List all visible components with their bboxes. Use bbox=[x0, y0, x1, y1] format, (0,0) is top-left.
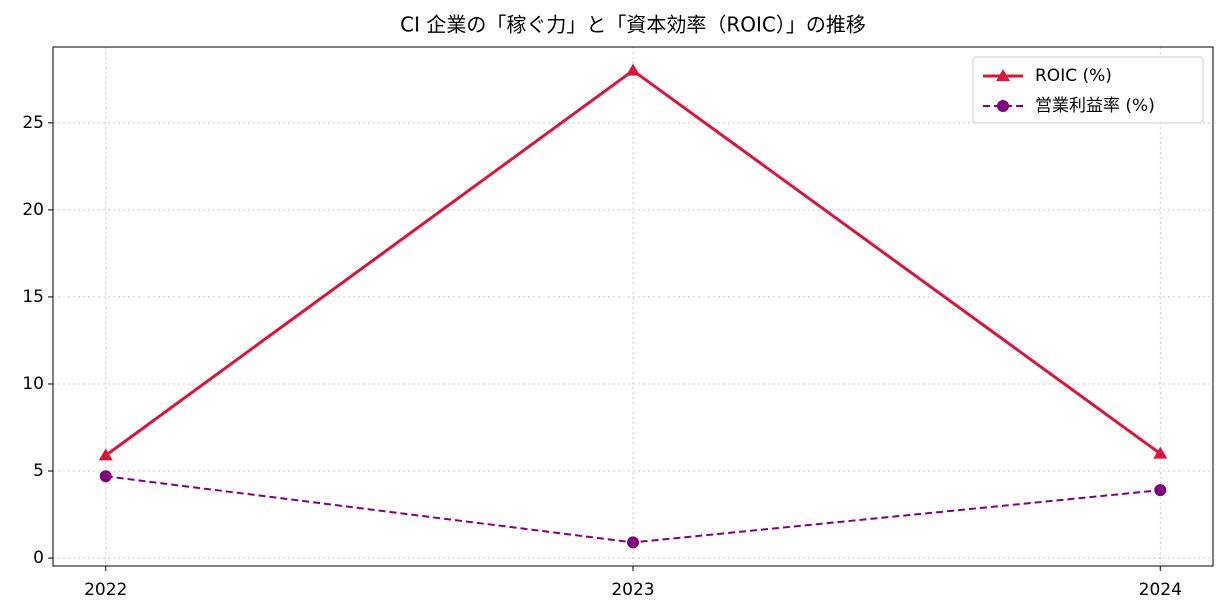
legend-marker bbox=[996, 69, 1010, 81]
x-tick-label: 2023 bbox=[611, 580, 654, 600]
legend-label: ROIC (%) bbox=[1035, 66, 1112, 86]
x-tick-label: 2024 bbox=[1139, 580, 1182, 600]
x-tick-label: 2022 bbox=[84, 580, 127, 600]
y-tick-label: 20 bbox=[22, 200, 44, 220]
data-point bbox=[626, 63, 640, 76]
data-point bbox=[1154, 484, 1167, 497]
y-tick-label: 10 bbox=[22, 374, 44, 394]
y-tick-label: 0 bbox=[33, 548, 44, 568]
y-tick-label: 15 bbox=[22, 287, 44, 307]
legend-marker bbox=[997, 100, 1009, 112]
data-point bbox=[1153, 446, 1168, 459]
legend-box bbox=[972, 56, 1204, 124]
legend-label: 営業利益率 (%) bbox=[1035, 96, 1155, 116]
data-point bbox=[98, 448, 113, 461]
data-point bbox=[99, 470, 112, 483]
plot-frame bbox=[52, 46, 1214, 567]
y-tick-label: 5 bbox=[33, 461, 44, 481]
chart-title: CI 企業の「稼ぐ力」と「資本効率（ROIC）」の推移 bbox=[400, 13, 866, 37]
y-tick-label: 25 bbox=[22, 113, 44, 133]
data-point bbox=[627, 536, 639, 549]
